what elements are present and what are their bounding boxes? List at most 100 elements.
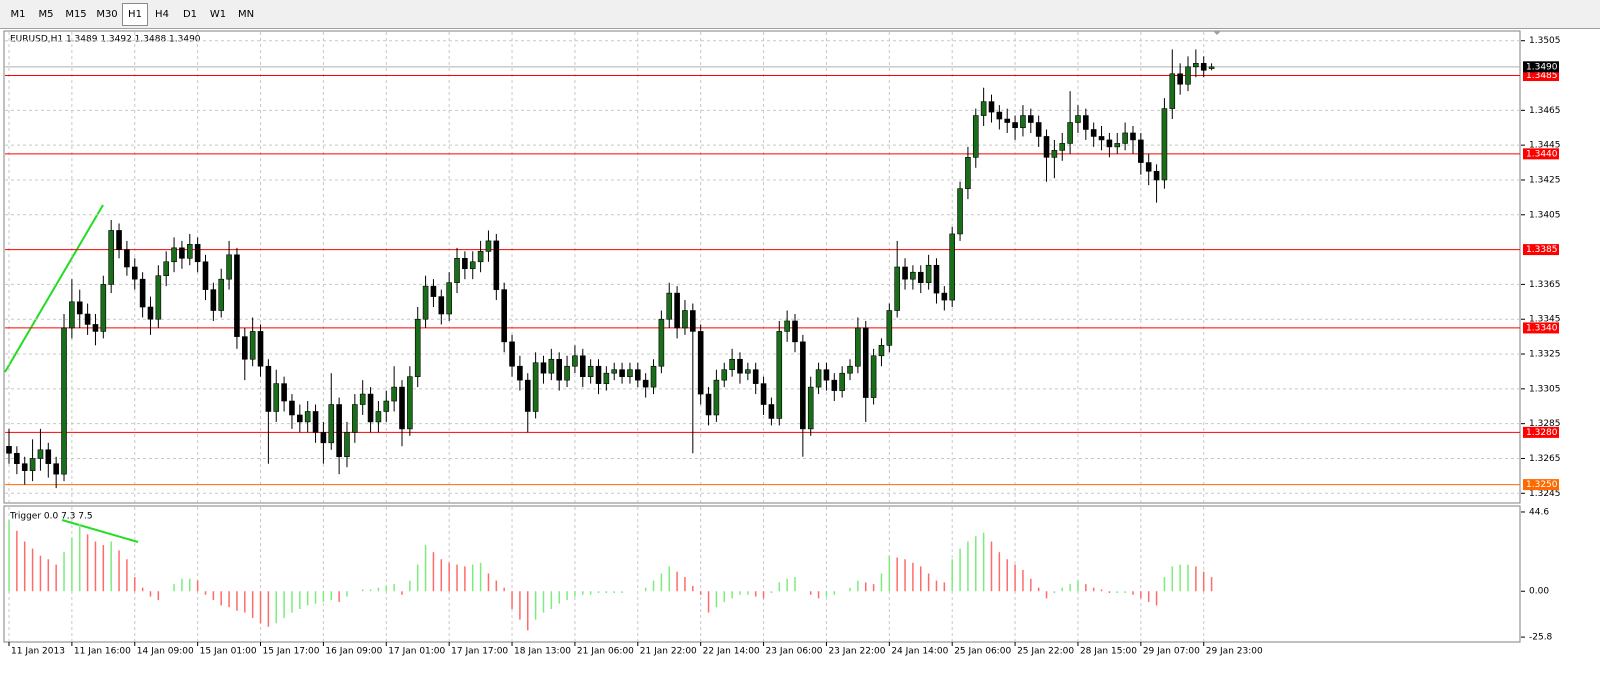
candle [666,282,673,328]
candle-body [234,254,240,337]
candle-body [1114,143,1121,148]
candle [658,310,665,374]
candle [540,355,547,384]
candle-body [438,296,445,315]
candle-body [210,289,217,311]
candle-body [1208,66,1215,69]
candle-body [493,240,500,290]
candle [587,359,594,384]
level-label: 1.3340 [1526,323,1558,333]
candle [784,310,790,342]
candle [281,376,287,412]
candle-body [139,278,146,308]
candle [682,300,688,335]
timeframe-button[interactable]: M5 [38,9,54,20]
timeframe-button[interactable]: MN [237,9,255,20]
candle [14,446,20,475]
level-tag [1523,322,1559,334]
candle-body [1098,136,1105,141]
candle-body [501,289,507,343]
timeframe-button[interactable]: M1 [10,9,26,20]
candle-body [658,318,665,367]
y-tick-label: 1.3305 [1529,384,1561,394]
candle [92,314,99,346]
candle-body [980,101,987,116]
candle [1004,108,1011,133]
candle-body [807,386,814,430]
x-tick-label: 28 Jan 15:00 [1080,647,1137,657]
timeframe-button[interactable]: D1 [182,9,198,20]
candle-body [124,249,130,268]
candle [202,254,209,301]
timeframe-button[interactable]: W1 [209,9,227,20]
trendline [61,519,139,543]
candle-body [847,365,853,374]
timeframe-button[interactable]: M30 [96,9,118,20]
candle-body [910,271,916,280]
candle [917,265,924,294]
candle [139,272,146,318]
level-label: 1.3385 [1526,245,1558,255]
candle [407,366,413,436]
candle-body [1051,150,1058,158]
candle-body [1004,118,1011,123]
candle [776,320,783,426]
candle [37,428,44,471]
candle [894,240,900,318]
candle [1130,126,1136,154]
candle [965,146,971,200]
candle-body [1145,162,1152,172]
candle [839,366,845,398]
candle-body [273,383,280,412]
candle [1106,132,1113,158]
candle-body [917,271,924,283]
timeframe-button[interactable]: M15 [65,9,87,20]
candle-body [477,251,484,263]
candle [399,380,405,447]
candle-body [29,458,36,471]
candle-body [556,358,563,381]
candle-body [925,264,932,283]
candle [163,251,169,287]
candle-body [666,292,673,320]
candle [1161,98,1168,189]
candle-body [399,386,405,430]
candle [690,303,696,454]
candle [957,181,963,241]
candle [352,394,358,443]
candle-body [768,404,775,419]
timeframe-button[interactable]: H4 [155,9,169,20]
candle [980,87,987,126]
candle-body [485,240,492,252]
candle [1208,63,1215,71]
candle [1153,164,1160,203]
candle [768,397,775,426]
candle [328,373,335,450]
candle [878,338,885,367]
candle-body [1083,115,1089,130]
level-label: 1.3280 [1526,428,1558,438]
y-tick-label: 0.00 [1529,587,1549,597]
candle [807,376,814,436]
candle [194,237,201,273]
candle-body [682,310,688,329]
candle-body [14,452,20,465]
price-label: 1.3490 [1526,62,1558,72]
candle-body [289,400,295,416]
candle [147,296,154,335]
candle-body [131,266,138,280]
candle [556,352,563,391]
candle [493,233,500,301]
indicator-name: Trigger 0.0 7.3 7.5 [9,512,93,522]
candle [6,428,12,464]
candle [642,373,649,398]
candle-body [776,331,783,419]
candle [273,369,280,422]
candle-body [242,336,248,360]
candle-body [1020,115,1026,129]
candle [760,376,767,415]
candle-body [194,244,201,263]
timeframe-button[interactable]: H1 [122,3,148,26]
candle-body [697,331,704,395]
candle-body [352,404,358,433]
